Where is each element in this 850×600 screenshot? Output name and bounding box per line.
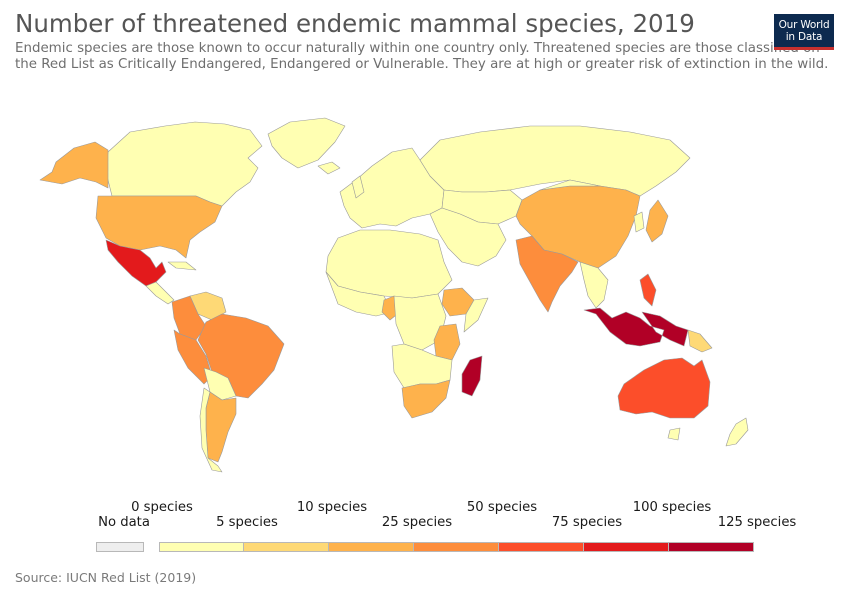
region-new-zealand[interactable]	[725, 417, 749, 447]
region-indonesia[interactable]	[583, 307, 689, 347]
legend-swatch-0-5[interactable]	[159, 542, 244, 552]
region-united-states[interactable]	[95, 195, 223, 259]
legend-swatch-10-25[interactable]	[329, 542, 414, 552]
legend-label-lower-3: 125 species	[717, 515, 797, 530]
region-caribbean[interactable]	[167, 261, 197, 271]
legend-label-upper-3: 100 species	[632, 500, 712, 515]
chart-title: Number of threatened endemic mammal spec…	[15, 9, 695, 38]
region-korea[interactable]	[633, 211, 645, 233]
legend-swatch-no-data[interactable]	[96, 542, 144, 552]
legend-label-lower-2: 75 species	[551, 515, 623, 530]
region-mongolia[interactable]	[539, 179, 601, 191]
region-australia[interactable]	[617, 357, 711, 419]
legend-label-lower-1: 25 species	[381, 515, 453, 530]
region-middle-east[interactable]	[429, 207, 507, 267]
legend-label-no-data: No data	[98, 515, 150, 530]
region-japan[interactable]	[645, 199, 669, 243]
region-iceland[interactable]	[317, 161, 341, 175]
region-central-america[interactable]	[145, 281, 175, 305]
legend-swatch-100-125[interactable]	[669, 542, 754, 552]
region-philippines[interactable]	[639, 273, 657, 307]
logo-line-1: Our World	[778, 19, 830, 31]
legend-swatch-75-100[interactable]	[584, 542, 669, 552]
region-greenland[interactable]	[267, 117, 346, 169]
legend-label-upper-0: 0 species	[131, 500, 193, 515]
legend-swatch-25-50[interactable]	[414, 542, 499, 552]
legend-label-upper-2: 50 species	[466, 500, 538, 515]
logo-line-2: in Data	[785, 31, 823, 43]
region-chile[interactable]	[199, 387, 223, 473]
region-south-africa[interactable]	[401, 379, 451, 419]
region-brazil[interactable]	[197, 313, 285, 399]
region-canada[interactable]	[105, 121, 263, 207]
owid-logo[interactable]: Our World in Data	[774, 14, 834, 50]
region-uk[interactable]	[351, 175, 365, 199]
region-mexico[interactable]	[105, 239, 167, 287]
source-note: Source: IUCN Red List (2019)	[15, 570, 197, 585]
legend-label-lower-0: 5 species	[216, 515, 278, 530]
region-india[interactable]	[515, 235, 579, 313]
region-papua-new-guinea[interactable]	[687, 329, 713, 353]
legend-swatch-5-10[interactable]	[244, 542, 329, 552]
region-southeast-asia[interactable]	[579, 261, 609, 309]
chart-subtitle: Endemic species are those known to occur…	[15, 41, 829, 72]
region-madagascar[interactable]	[461, 355, 483, 397]
legend-swatch-50-75[interactable]	[499, 542, 584, 552]
region-argentina[interactable]	[205, 391, 237, 463]
region-tasmania[interactable]	[667, 427, 681, 441]
world-map	[39, 117, 749, 473]
region-horn-of-africa[interactable]	[463, 297, 489, 333]
region-alaska[interactable]	[39, 141, 109, 189]
legend-label-upper-1: 10 species	[296, 500, 368, 515]
